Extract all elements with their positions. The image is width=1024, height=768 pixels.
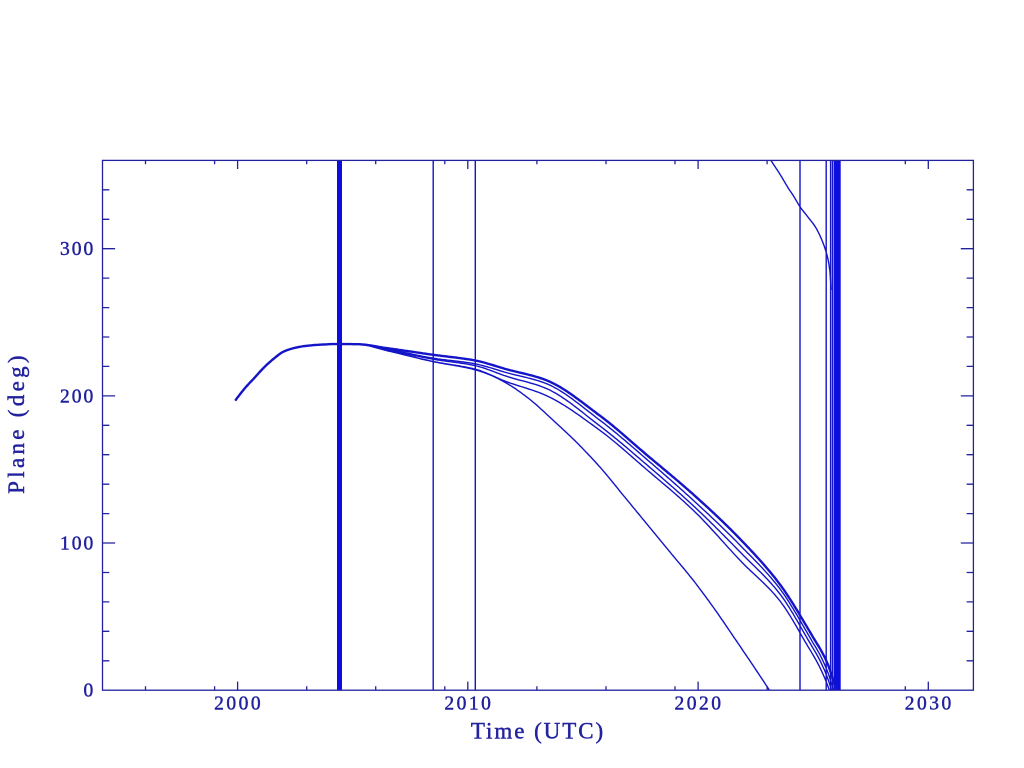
svg-text:2000: 2000 [214,694,263,715]
svg-text:2030: 2030 [905,694,954,715]
svg-text:0: 0 [84,681,96,702]
svg-text:300: 300 [60,239,95,260]
svg-text:100: 100 [60,533,95,554]
svg-text:2010: 2010 [444,694,493,715]
svg-text:Plane (deg): Plane (deg) [4,352,29,494]
svg-text:Time (UTC): Time (UTC) [471,719,605,744]
svg-text:2020: 2020 [675,694,724,715]
svg-text:200: 200 [60,386,95,407]
